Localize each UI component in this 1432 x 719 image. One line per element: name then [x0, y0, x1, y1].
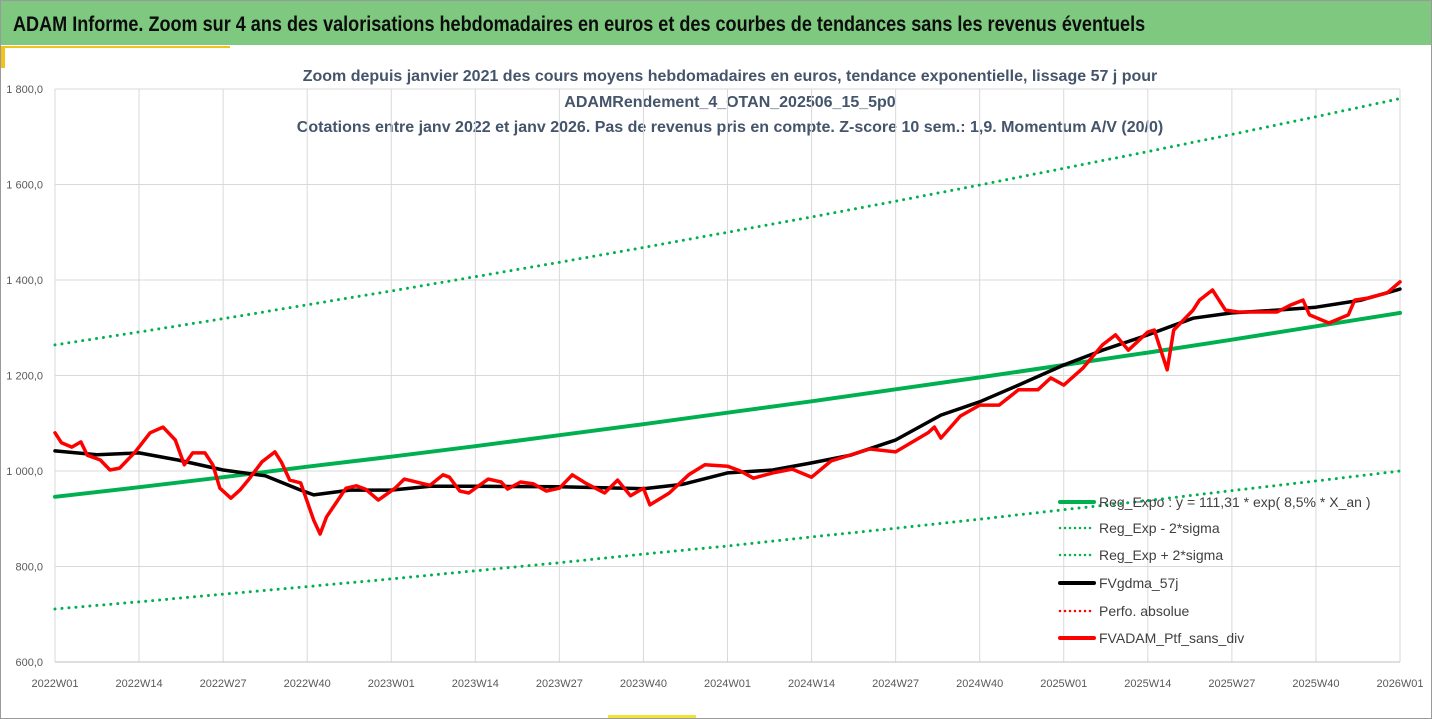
x-tick-label: 2025W27	[1208, 678, 1255, 690]
chart-title-line-2: ADAMRendement_4_OTAN_202506_15_5p0	[564, 94, 896, 111]
accent-tab	[1, 46, 5, 68]
legend-label: Perfo. absolue	[1099, 603, 1189, 619]
y-tick-label: 1 800,0	[6, 84, 43, 96]
series-line-3	[53, 287, 1402, 497]
y-tick-label: 1 200,0	[6, 371, 43, 383]
x-tick-label: 2024W40	[956, 678, 1003, 690]
y-tick-label: 800,0	[15, 562, 43, 574]
x-tick-label: 2022W40	[284, 678, 331, 690]
x-tick-label: 2023W14	[452, 678, 499, 690]
series-line-5	[53, 280, 1402, 536]
x-tick-label: 2024W27	[872, 678, 919, 690]
legend: Reg_Expo : y = 111,31 * exp( 8,5% * X_an…	[1058, 494, 1370, 646]
x-tick-label: 2022W14	[116, 678, 163, 690]
x-tick-label: 2026W01	[1376, 678, 1423, 690]
chart-title-line-1: Zoom depuis janvier 2021 des cours moyen…	[303, 68, 1158, 85]
y-tick-label: 1 000,0	[6, 466, 43, 478]
x-tick-label: 2025W14	[1124, 678, 1171, 690]
x-tick-label: 2024W01	[704, 678, 751, 690]
series-line-1	[53, 469, 1402, 611]
accent-line	[1, 46, 230, 48]
x-tick-label: 2022W27	[200, 678, 247, 690]
y-tick-label: 1 400,0	[6, 275, 43, 287]
legend-label: FVADAM_Ptf_sans_div	[1099, 630, 1244, 646]
x-tick-label: 2023W40	[620, 678, 667, 690]
y-tick-label: 600,0	[15, 657, 43, 669]
chart-title-line-3: Cotations entre janv 2022 et janv 2026. …	[297, 119, 1163, 136]
y-tick-label: 1 600,0	[6, 180, 43, 192]
x-tick-label: 2025W40	[1292, 678, 1339, 690]
legend-label: Reg_Exp - 2*sigma	[1099, 520, 1220, 536]
accent-bottom	[608, 715, 696, 718]
x-tick-label: 2023W27	[536, 678, 583, 690]
series-line-0	[53, 310, 1402, 499]
legend-label: Reg_Expo : y = 111,31 * exp( 8,5% * X_an…	[1099, 494, 1370, 510]
legend-label: FVgdma_57j	[1099, 575, 1178, 591]
x-tick-label: 2023W01	[368, 678, 415, 690]
x-tick-label: 2024W14	[788, 678, 835, 690]
legend-label: Reg_Exp + 2*sigma	[1099, 547, 1223, 563]
header-banner: ADAM Informe. Zoom sur 4 ans des valoris…	[1, 1, 1431, 45]
x-tick-label: 2025W01	[1040, 678, 1087, 690]
x-tick-label: 2022W01	[31, 678, 78, 690]
header-title: ADAM Informe. Zoom sur 4 ans des valoris…	[13, 13, 1146, 36]
